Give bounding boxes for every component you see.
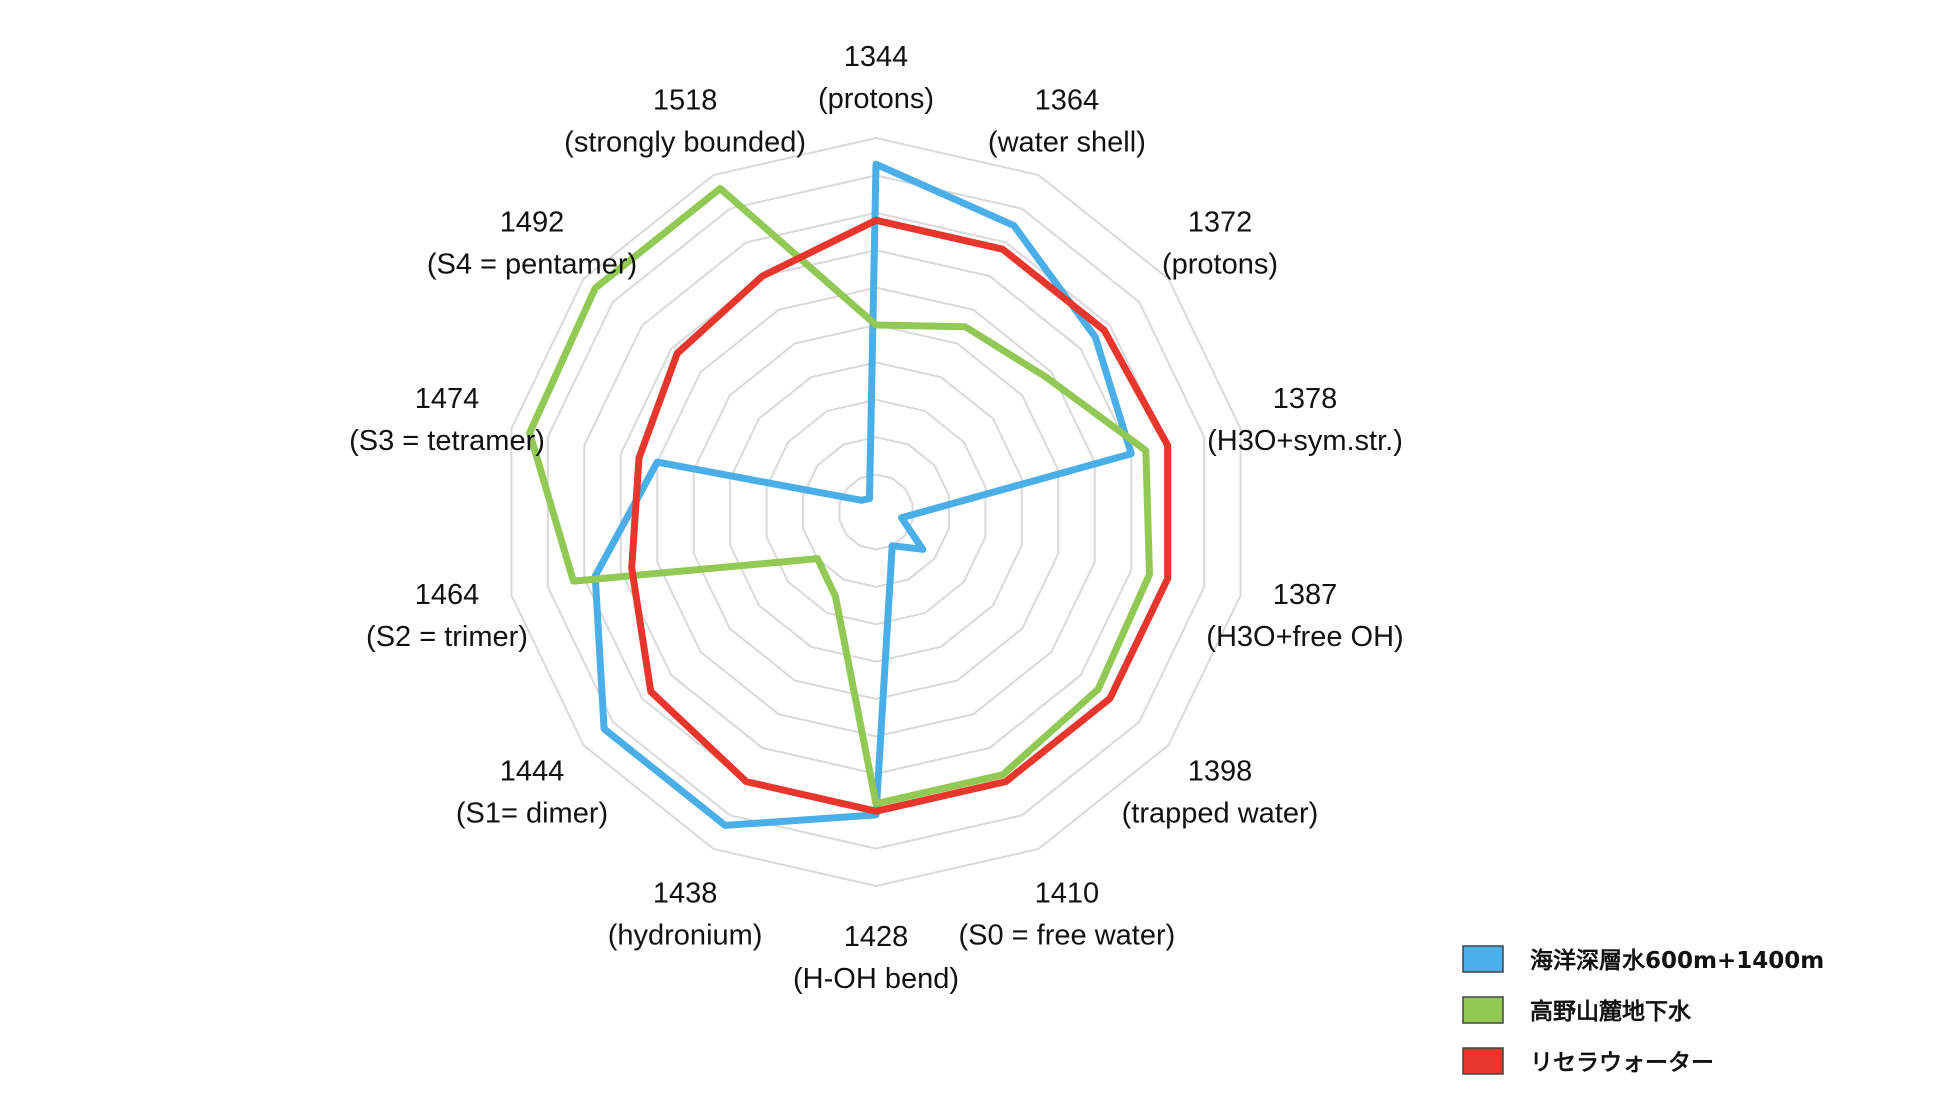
- axis-value-text: 1438: [653, 877, 718, 909]
- grid-ring: [838, 473, 914, 551]
- axis-desc-text: (water shell): [988, 127, 1146, 159]
- grid-ring: [765, 398, 987, 626]
- axis-value-text: 1492: [500, 207, 565, 239]
- legend-swatch: [1462, 1047, 1504, 1075]
- legend-label: 高野山麓地下水: [1530, 998, 1692, 1025]
- grid-ring: [729, 361, 1023, 663]
- series-line-1: [591, 160, 1135, 829]
- axis-value-text: 1344: [844, 41, 909, 73]
- axis-label: 1474 (S3 = tetramer): [349, 383, 545, 457]
- axis-value-text: 1387: [1273, 579, 1338, 611]
- axis-desc-text: (hydronium): [608, 919, 763, 951]
- axis-value-text: 1398: [1188, 755, 1253, 787]
- axis-value-text: 1364: [1035, 85, 1100, 117]
- axis-desc-text: (protons): [818, 83, 934, 115]
- axis-desc-text: (strongly bounded): [564, 127, 806, 159]
- axis-label: 1444 (S1= dimer): [456, 755, 608, 829]
- axis-value-text: 1474: [415, 383, 480, 415]
- axis-label: 1438 (hydronium): [608, 877, 763, 951]
- axis-value-text: 1372: [1188, 207, 1253, 239]
- axis-label: 1378 (H3O+sym.str.): [1207, 383, 1403, 457]
- axis-desc-text: (H3O+sym.str.): [1207, 425, 1403, 457]
- axis-desc-text: (H-OH bend): [793, 963, 959, 995]
- series-line-3: [628, 216, 1172, 815]
- axis-label: 1410 (S0 = free water): [959, 877, 1176, 951]
- legend-label: リセラウォーター: [1530, 1050, 1714, 1076]
- legend-label: 海洋深層水600m+1400m: [1530, 947, 1824, 974]
- axis-labels: 1344 (protons) 1364 (water shell) 1372 (proto…: [349, 41, 1404, 995]
- legend-swatch: [1462, 996, 1504, 1024]
- grid-ring: [802, 436, 950, 588]
- axis-desc-text: (S0 = free water): [959, 919, 1176, 951]
- axis-label: 1464 (S2 = trimer): [366, 579, 528, 653]
- axis-value-text: 1464: [415, 579, 480, 611]
- axis-desc-text: (H3O+free OH): [1206, 621, 1403, 653]
- axis-value-text: 1378: [1273, 383, 1338, 415]
- axis-label: 1364 (water shell): [988, 85, 1146, 159]
- axis-value-text: 1410: [1035, 877, 1100, 909]
- axis-desc-text: (S1= dimer): [456, 797, 608, 829]
- axis-label: 1428 (H-OH bend): [793, 921, 959, 995]
- grid-ring: [546, 174, 1206, 850]
- axis-desc-text: (trapped water): [1122, 797, 1319, 829]
- grid-ring: [656, 286, 1096, 738]
- axis-label: 1398 (trapped water): [1122, 755, 1319, 829]
- axis-label: 1344 (protons): [818, 41, 934, 115]
- axis-value-text: 1518: [653, 85, 718, 117]
- axis-label: 1492 (S4 = pentamer): [427, 207, 637, 281]
- axis-label: 1387 (H3O+free OH): [1206, 579, 1403, 653]
- axis-label: 1518 (strongly bounded): [564, 85, 806, 159]
- axis-desc-text: (S4 = pentamer): [427, 249, 637, 281]
- grid-ring: [510, 136, 1242, 888]
- radar-series-group: [526, 160, 1172, 829]
- axis-desc-text: (protons): [1162, 249, 1278, 281]
- grid-ring: [692, 323, 1060, 701]
- axis-desc-text: (S3 = tetramer): [349, 425, 545, 457]
- axis-label: 1372 (protons): [1162, 207, 1278, 281]
- axis-value-text: 1428: [844, 921, 909, 953]
- series-line-2: [526, 185, 1153, 808]
- axis-value-text: 1444: [500, 755, 565, 787]
- axis-desc-text: (S2 = trimer): [366, 621, 528, 653]
- legend-swatch: [1462, 945, 1504, 973]
